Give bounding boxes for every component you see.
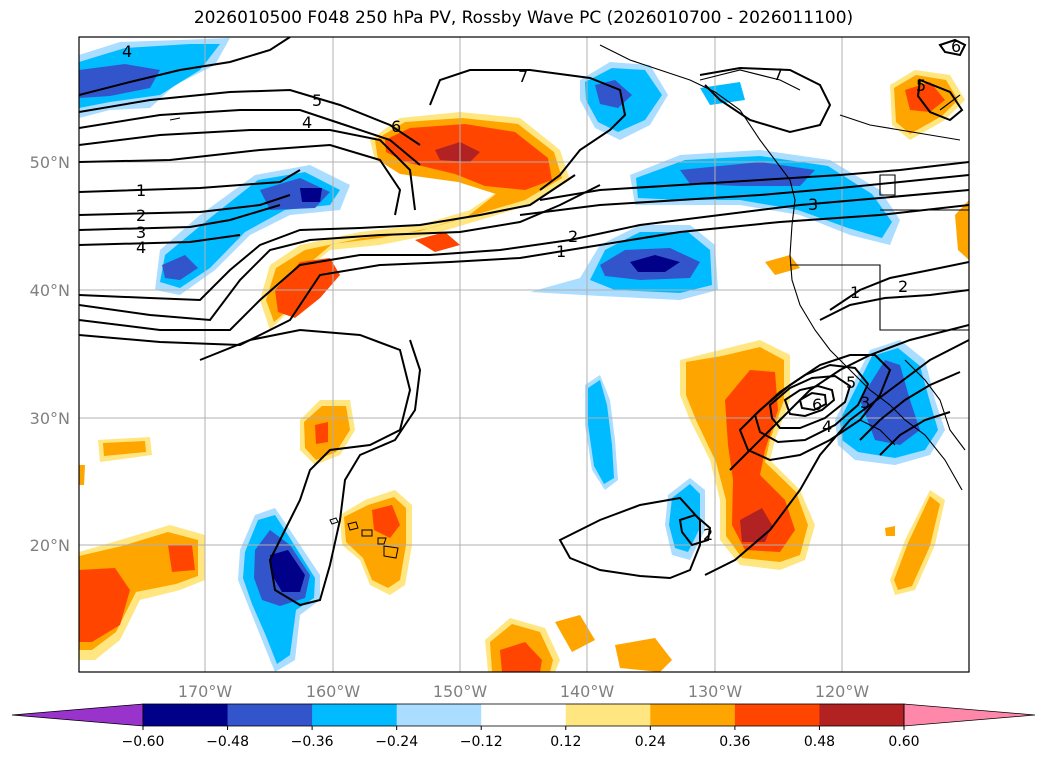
- colorbar-tick-label: −0.48: [206, 734, 249, 750]
- colorbar-segment: [650, 704, 736, 726]
- pv-anomaly-negative: [300, 188, 322, 202]
- contour-label: 2: [703, 525, 713, 544]
- pv-anomaly-positive: [79, 568, 130, 642]
- pv-anomaly-positive: [315, 422, 328, 444]
- contour-label: 7: [518, 67, 528, 86]
- contour-label: 6: [391, 117, 401, 136]
- pv-anomaly-positive: [955, 200, 969, 260]
- contour-label: 4: [136, 238, 146, 257]
- pv-anomaly-positive: [894, 496, 940, 590]
- pv-anomaly-positive: [555, 615, 595, 652]
- colorbar-tick-label: 0.24: [635, 734, 666, 750]
- colorbar-extend-low: [11, 703, 144, 727]
- contour-label: 4: [302, 113, 312, 132]
- pv-anomaly-negative: [630, 255, 680, 272]
- contour-label: 3: [808, 195, 818, 214]
- contour-label: 5: [916, 76, 926, 95]
- contour-label: 2: [898, 277, 908, 296]
- contour-label: 6: [812, 395, 822, 414]
- pv-anomaly-positive: [103, 441, 146, 456]
- contour-label: 2: [568, 227, 578, 246]
- lat-label: 40°N: [30, 281, 70, 300]
- pv-anomaly-negative: [162, 255, 198, 280]
- colorbar-frame: [142, 703, 905, 727]
- pv-anomaly-positive: [725, 370, 795, 552]
- contour-label: 1: [556, 242, 566, 261]
- colorbar-tick-label: 0.12: [550, 734, 581, 750]
- pv-anomaly-positive: [740, 508, 772, 542]
- pv-anomaly-negative: [270, 550, 305, 592]
- lon-label: 140°W: [560, 682, 615, 701]
- colorbar-tick-label: 0.48: [804, 734, 835, 750]
- lon-label: 160°W: [306, 682, 361, 701]
- pv-anomaly-positive: [168, 545, 195, 572]
- lon-label: 170°W: [178, 682, 233, 701]
- pv-anomaly-positive: [415, 232, 460, 252]
- contour-label: 7: [773, 65, 783, 84]
- lon-label: 130°W: [688, 682, 743, 701]
- pv-anomaly-positive: [500, 642, 542, 672]
- lat-label: 50°N: [30, 153, 70, 172]
- pv-anomaly-positive: [615, 638, 672, 672]
- colorbar: −0.60 −0.48 −0.36 −0.24 −0.12 0.12 0.24 0.36 0.4…: [11, 703, 1036, 750]
- lon-label: 150°W: [433, 682, 488, 701]
- colorbar-segment: [819, 704, 905, 726]
- latitude-labels: 50°N 40°N 30°N 20°N: [30, 153, 70, 555]
- contour-label: 6: [951, 37, 961, 56]
- pv-anomaly-positive: [885, 526, 895, 536]
- lat-label: 20°N: [30, 536, 70, 555]
- contour-label: 4: [822, 417, 832, 436]
- contour-lines: [79, 37, 969, 607]
- colorbar-segment: [312, 704, 398, 726]
- contour-labels: 4 5 4 6 7 7 5 6 1 2 3 4 3 2 1 1 2 5 3 6 …: [122, 37, 961, 544]
- colorbar-segment: [734, 704, 820, 726]
- contour-label: 3: [136, 223, 146, 242]
- map-title: 2026010500 F048 250 hPa PV, Rossby Wave …: [193, 8, 854, 28]
- colorbar-segment: [227, 704, 313, 726]
- contour-label: 5: [312, 91, 322, 110]
- pv-anomaly-negative: [700, 82, 745, 105]
- colorbar-tick-label: −0.24: [375, 734, 418, 750]
- pv-anomaly-positive: [372, 505, 400, 538]
- gridlines: [79, 37, 969, 672]
- colorbar-segment: [481, 704, 567, 726]
- map-frame: [78, 36, 970, 673]
- longitude-labels: 170°W 160°W 150°W 140°W 130°W 120°W: [178, 682, 870, 701]
- colorbar-extend-high: [903, 703, 1036, 727]
- colorbar-segment: [396, 704, 482, 726]
- contour-label: 4: [122, 42, 132, 61]
- pv-anomaly-negative: [588, 380, 614, 484]
- colorbar-tick-label: 0.60: [888, 734, 919, 750]
- colorbar-tick-label: −0.12: [460, 734, 503, 750]
- colorbar-segment: [565, 704, 651, 726]
- lat-label: 30°N: [30, 409, 70, 428]
- pv-anomaly-positive: [79, 465, 85, 485]
- colorbar-tick-label: 0.36: [719, 734, 750, 750]
- colorbar-segment: [143, 704, 229, 726]
- lon-label: 120°W: [815, 682, 870, 701]
- pv-anomaly-positive: [435, 142, 480, 162]
- contour-label: 3: [860, 393, 870, 412]
- contour-label: 1: [136, 181, 146, 200]
- colorbar-tick-label: −0.60: [122, 734, 165, 750]
- colorbar-tick-label: −0.36: [291, 734, 334, 750]
- pv-anomaly-positive: [905, 82, 945, 112]
- contour-label: 5: [846, 373, 856, 392]
- contour-label: 2: [136, 206, 146, 225]
- contour-label: 1: [850, 283, 860, 302]
- hawaiian-islands: [329, 517, 399, 559]
